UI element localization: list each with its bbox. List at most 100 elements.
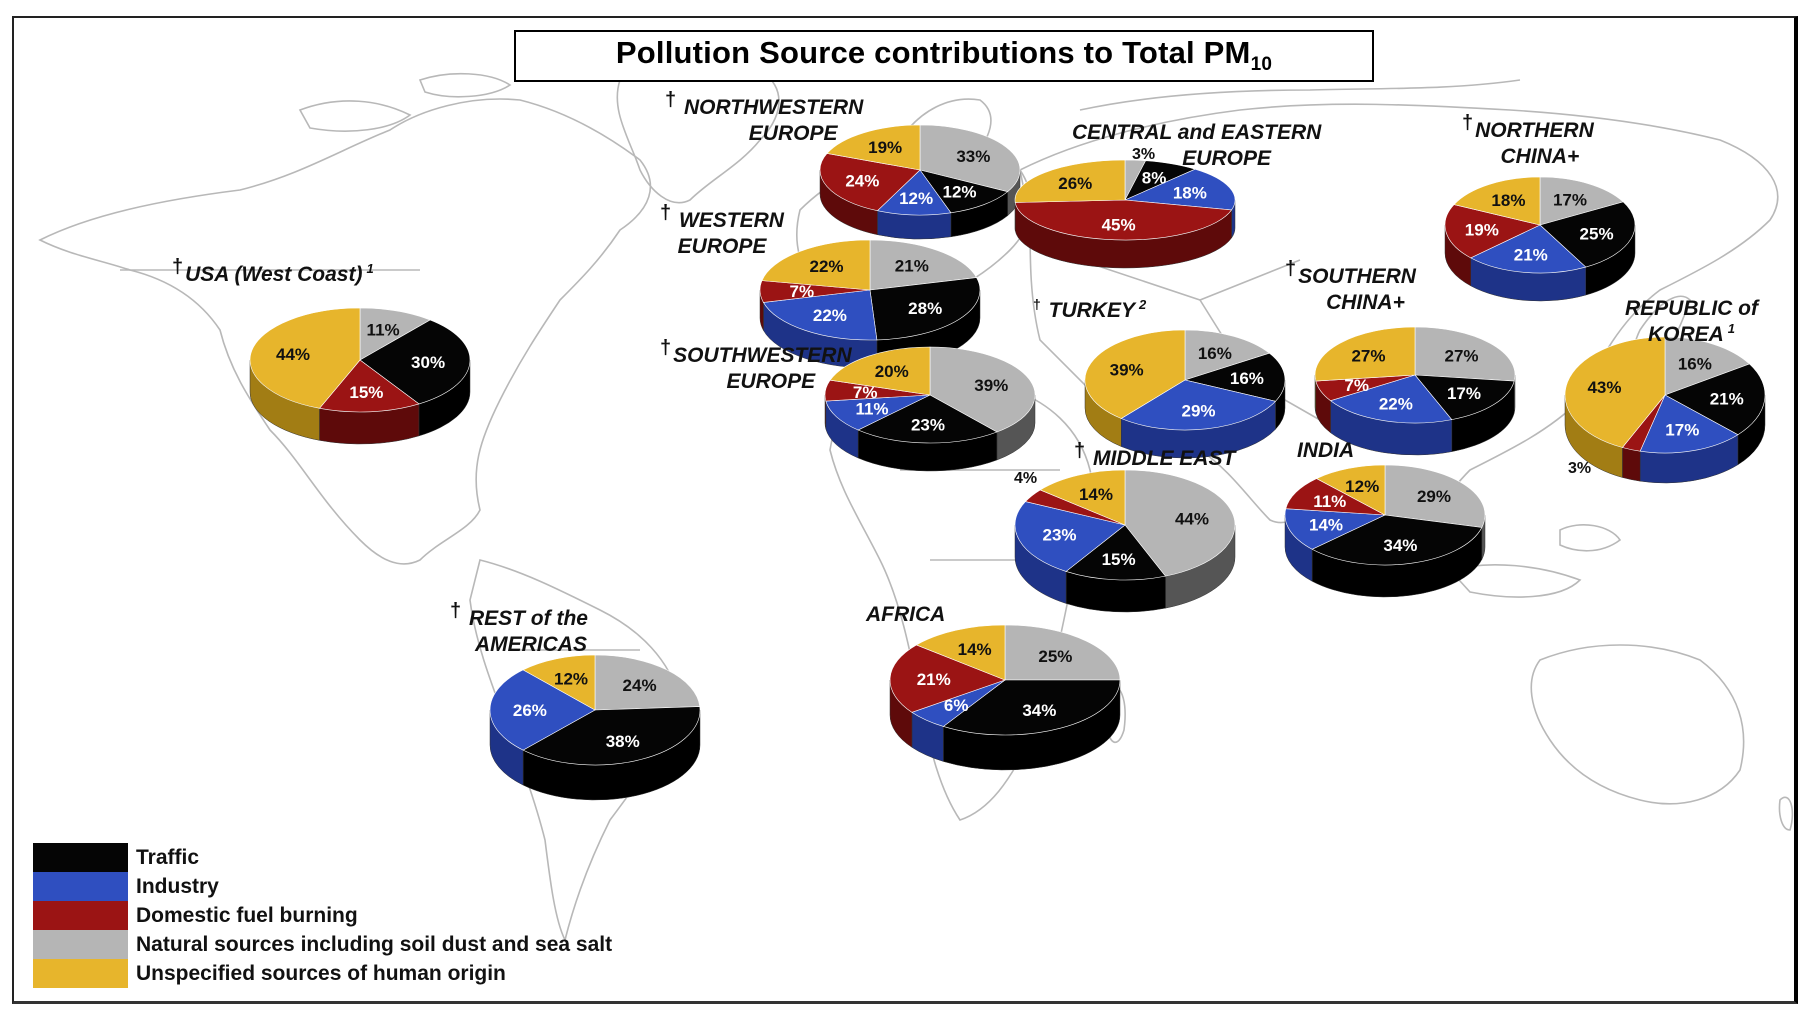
pie-northwestern-europe: 33% 12% 12% 24% 19% — [819, 124, 1021, 240]
slice-label: 23% — [911, 416, 945, 435]
slice-label: 26% — [1058, 174, 1092, 193]
slice-label: 27% — [1351, 346, 1385, 365]
slice-label: 39% — [1110, 360, 1144, 379]
slice-label: 12% — [899, 189, 933, 208]
slice-label: 30% — [411, 353, 445, 372]
label-nw-europe: † NORTHWESTERN EUROPE — [665, 89, 864, 145]
pie-africa: 25% 34% 6% 21% 14% — [889, 624, 1121, 771]
label-ce-europe: CENTRAL and EASTERN EUROPE — [1072, 121, 1322, 170]
slice-label: 8% — [1142, 169, 1167, 188]
slice-label: 43% — [1587, 378, 1621, 397]
pie-central-and-eastern-europe: 8% 18% 45% 26% — [1014, 159, 1236, 269]
slice-label: 21% — [1710, 389, 1744, 408]
slice-label: 15% — [349, 383, 383, 402]
label-korea: REPUBLIC of KOREA 1 — [1625, 297, 1758, 346]
slice-label: 24% — [845, 171, 879, 190]
slice-label: 12% — [1345, 477, 1379, 496]
slice-label: 19% — [868, 138, 902, 157]
slice-label: 34% — [1022, 701, 1056, 720]
legend-item-unspecified: Unspecified sources of human origin — [33, 959, 612, 988]
slice-label: 16% — [1198, 344, 1232, 363]
slice-label: 22% — [813, 306, 847, 325]
slice-label: 18% — [1173, 183, 1207, 202]
slice-label: 12% — [943, 182, 977, 201]
slice-label: 21% — [1514, 245, 1548, 264]
slice-label: 25% — [1038, 647, 1072, 666]
slice-label: 14% — [958, 640, 992, 659]
slice-label: 6% — [944, 696, 969, 715]
unspecified-swatch — [33, 959, 128, 988]
legend-item-domestic: Domestic fuel burning — [33, 901, 612, 930]
domestic-swatch — [33, 901, 128, 930]
slice-label: 21% — [917, 670, 951, 689]
slice-label: 15% — [1102, 550, 1136, 569]
slice-label: 25% — [1580, 224, 1614, 243]
slice-label: 29% — [1417, 487, 1451, 506]
slice-label: 12% — [554, 669, 588, 688]
slice-label: 20% — [875, 362, 909, 381]
slice-label: 23% — [1042, 526, 1076, 545]
chart-title: Pollution Source contributions to Total … — [514, 30, 1374, 82]
slice-label: 17% — [1665, 421, 1699, 440]
slice-label: 34% — [1383, 536, 1417, 555]
callout-me-domestic: 4% — [1014, 470, 1038, 487]
slice-label: 29% — [1182, 401, 1216, 420]
label-africa: AFRICA — [866, 603, 946, 626]
slice-label: 14% — [1079, 485, 1113, 504]
slice-label: 19% — [1465, 221, 1499, 240]
label-sw-europe: †SOUTHWESTERN EUROPE — [660, 337, 852, 393]
label-w-europe: † WESTERN EUROPE — [660, 202, 784, 258]
slice-label: 27% — [1444, 346, 1478, 365]
label-middle-east: † MIDDLE EAST — [1074, 440, 1236, 470]
slice-label: 39% — [974, 376, 1008, 395]
label-turkey: † TURKEY 2 — [1033, 296, 1147, 322]
label-usa: †USA (West Coast) 1 — [172, 256, 374, 286]
label-n-china: †NORTHERN CHINA+ — [1462, 112, 1594, 168]
slice-label: 16% — [1230, 369, 1264, 388]
slice-label: 24% — [623, 676, 657, 695]
industry-swatch — [33, 872, 128, 901]
slice-label: 38% — [606, 732, 640, 751]
pie-republic-of-korea: 16% 21% 17% 43% — [1564, 336, 1766, 484]
label-americas: † REST of the AMERICAS — [450, 600, 588, 656]
pie-southwestern-europe: 39% 23% 11%7% 20% — [824, 346, 1036, 472]
pie-southern-china-: 27% 17% 22% 7% 27% — [1314, 326, 1516, 456]
slice-label: 17% — [1447, 384, 1481, 403]
title-subscript: 10 — [1250, 54, 1273, 76]
pie-middle-east: 44% 15% 23% 14% — [1014, 469, 1236, 613]
label-s-china: †SOUTHERN CHINA+ — [1285, 258, 1416, 314]
slice-label: 33% — [956, 147, 990, 166]
slice-label: 11% — [1313, 492, 1346, 511]
legend: Traffic Industry Domestic fuel burning N… — [33, 843, 612, 988]
slice-label: 28% — [908, 299, 942, 318]
label-india: INDIA — [1297, 439, 1355, 462]
slice-label: 18% — [1491, 191, 1525, 210]
slice-label: 7% — [1344, 376, 1369, 395]
pie-northern-china-: 17% 25% 21% 19% 18% — [1444, 176, 1636, 302]
natural-swatch — [33, 930, 128, 959]
slice-label: 14% — [1309, 516, 1343, 535]
pie-usa-west-coast-: 11% 30% 15% 44% — [249, 307, 471, 445]
pie-india: 29% 34% 14% 11%12% — [1284, 464, 1486, 598]
callout-korea-domestic: 3% — [1568, 460, 1592, 477]
callout-ce-natural: 3% — [1132, 146, 1156, 163]
pie-turkey: 16% 16% 29% 39% — [1084, 329, 1286, 459]
slice-label: 16% — [1678, 354, 1712, 373]
title-text: Pollution Source contributions to Total … — [615, 35, 1251, 71]
traffic-swatch — [33, 843, 128, 872]
slice-label: 11% — [855, 400, 888, 419]
slice-label: 7% — [790, 282, 815, 301]
slice-label: 26% — [513, 701, 547, 720]
slice-label: 17% — [1553, 190, 1587, 209]
slice-label: 21% — [895, 257, 929, 276]
slice-label: 7% — [853, 383, 878, 402]
slice-label: 44% — [1175, 510, 1209, 529]
pie-rest-of-the-americas: 24% 38% 26% 12% — [489, 654, 701, 801]
legend-item-industry: Industry — [33, 872, 612, 901]
legend-item-traffic: Traffic — [33, 843, 612, 872]
slice-label: 45% — [1102, 216, 1136, 235]
slice-label: 22% — [1379, 394, 1413, 413]
slice-label: 22% — [810, 257, 844, 276]
slice-label: 11% — [367, 321, 400, 340]
